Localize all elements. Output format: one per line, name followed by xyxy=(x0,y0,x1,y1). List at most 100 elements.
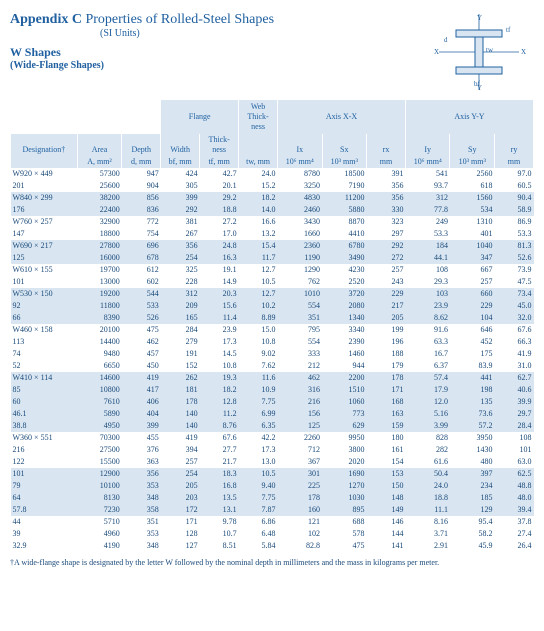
table-row: W360 × 5517030045541967.642.222609950180… xyxy=(11,432,534,444)
value-cell: 292 xyxy=(161,204,200,216)
value-cell: 3.71 xyxy=(405,528,450,540)
table-row: W760 × 2573290077238127.216.634308870323… xyxy=(11,216,534,228)
value-cell: 533 xyxy=(122,300,161,312)
value-cell: 125 xyxy=(278,420,323,432)
column-unit-cell: 10³ mm³ xyxy=(322,156,367,168)
value-cell: 6.48 xyxy=(239,528,278,540)
column-header-cell xyxy=(239,134,278,156)
value-cell: 696 xyxy=(122,240,161,252)
value-cell: 23.9 xyxy=(405,300,450,312)
value-cell: 19.1 xyxy=(200,264,239,276)
table-row: 1011290035625418.310.5301169015350.43976… xyxy=(11,468,534,480)
value-cell: 10.5 xyxy=(239,468,278,480)
value-cell: 688 xyxy=(322,516,367,528)
designation-cell: W760 × 257 xyxy=(11,216,78,228)
value-cell: 249 xyxy=(405,216,450,228)
value-cell: 229 xyxy=(450,300,495,312)
value-cell: 191 xyxy=(161,348,200,360)
value-cell: 17.3 xyxy=(200,336,239,348)
table-row: W690 × 2172780069635624.815.423606780292… xyxy=(11,240,534,252)
value-cell: 754 xyxy=(122,228,161,240)
value-cell: 541 xyxy=(405,168,450,180)
column-unit-cell xyxy=(11,156,78,168)
value-cell: 3430 xyxy=(278,216,323,228)
value-cell: 316 xyxy=(278,384,323,396)
value-cell: 10.7 xyxy=(200,528,239,540)
value-cell: 678 xyxy=(122,252,161,264)
table-row: W410 × 1141460041926219.311.646222001785… xyxy=(11,372,534,384)
table-row: 1011300060222814.910.5762252024329.32574… xyxy=(11,276,534,288)
value-cell: 97.0 xyxy=(494,168,533,180)
value-cell: 348 xyxy=(122,492,161,504)
value-cell: 554 xyxy=(278,336,323,348)
value-cell: 48.0 xyxy=(494,492,533,504)
designation-cell: W840 × 299 xyxy=(11,192,78,204)
value-cell: 1690 xyxy=(322,468,367,480)
value-cell: 10.8 xyxy=(200,360,239,372)
value-cell: 2520 xyxy=(322,276,367,288)
row-group: W410 × 1141460041926219.311.646222001785… xyxy=(11,372,534,432)
value-cell: 40.6 xyxy=(494,384,533,396)
designation-cell: 122 xyxy=(11,456,78,468)
value-cell: 18800 xyxy=(77,228,122,240)
value-cell: 8.62 xyxy=(405,312,450,324)
value-cell: 11.4 xyxy=(200,312,239,324)
table-row: 1131440046227917.310.8554239019663.34526… xyxy=(11,336,534,348)
value-cell: 163 xyxy=(367,408,406,420)
value-cell: 5.16 xyxy=(405,408,450,420)
value-cell: 475 xyxy=(122,324,161,336)
value-cell: 9.40 xyxy=(239,480,278,492)
value-cell: 12.7 xyxy=(239,264,278,276)
value-cell: 11.7 xyxy=(239,252,278,264)
value-cell: 257 xyxy=(367,264,406,276)
main-title: Properties of Rolled-Steel Shapes xyxy=(85,12,274,27)
value-cell: 417 xyxy=(122,384,161,396)
value-cell: 5890 xyxy=(77,408,122,420)
value-cell: 347 xyxy=(450,252,495,264)
value-cell: 8.76 xyxy=(200,420,239,432)
designation-cell: 216 xyxy=(11,444,78,456)
value-cell: 108 xyxy=(494,432,533,444)
table-row: 1251600067825416.311.71190349027244.1347… xyxy=(11,252,534,264)
value-cell: 19200 xyxy=(77,288,122,300)
value-cell: 11.6 xyxy=(239,372,278,384)
value-cell: 358 xyxy=(122,504,161,516)
value-cell: 243 xyxy=(367,276,406,288)
table-row: 1762240083629218.814.02460588033077.8534… xyxy=(11,204,534,216)
value-cell: 3490 xyxy=(322,252,367,264)
table-row: 851080041718118.210.9316151017117.919840… xyxy=(11,384,534,396)
table-row: W530 × 1501920054431220.312.710103720229… xyxy=(11,288,534,300)
value-cell: 2020 xyxy=(322,456,367,468)
value-cell: 13.5 xyxy=(200,492,239,504)
row-group: W920 × 4495730094742442.724.087801850039… xyxy=(11,168,534,192)
shapes-title: W Shapes xyxy=(10,45,274,60)
value-cell: 9480 xyxy=(77,348,122,360)
appendix-label: Appendix C xyxy=(10,12,82,27)
column-header-cell: Area xyxy=(77,134,122,156)
value-cell: 629 xyxy=(322,420,367,432)
value-cell: 86.9 xyxy=(494,216,533,228)
value-cell: 10800 xyxy=(77,384,122,396)
value-cell: 58.2 xyxy=(450,528,495,540)
value-cell: 11800 xyxy=(77,300,122,312)
value-cell: 32.0 xyxy=(494,312,533,324)
value-cell: 178 xyxy=(161,396,200,408)
designation-cell: 74 xyxy=(11,348,78,360)
column-header-cell: Width xyxy=(161,134,200,156)
value-cell: 184 xyxy=(405,240,450,252)
column-header-cell: Sx xyxy=(322,134,367,156)
value-cell: 3.99 xyxy=(405,420,450,432)
group-header-cell: Flange xyxy=(161,100,239,134)
designation-cell: 44 xyxy=(11,516,78,528)
value-cell: 284 xyxy=(161,324,200,336)
footnote: †A wide-flange shape is designated by th… xyxy=(10,558,534,567)
value-cell: 48.8 xyxy=(494,480,533,492)
value-cell: 20100 xyxy=(77,324,122,336)
value-cell: 27.2 xyxy=(200,216,239,228)
value-cell: 15.2 xyxy=(239,180,278,192)
table-row: 57.8723035817213.17.8716089514911.112939… xyxy=(11,504,534,516)
value-cell: 11.1 xyxy=(405,504,450,516)
table-row: 32.941903481278.515.8482.84751412.9145.9… xyxy=(11,540,534,552)
value-cell: 325 xyxy=(161,264,200,276)
value-cell: 58.9 xyxy=(494,204,533,216)
